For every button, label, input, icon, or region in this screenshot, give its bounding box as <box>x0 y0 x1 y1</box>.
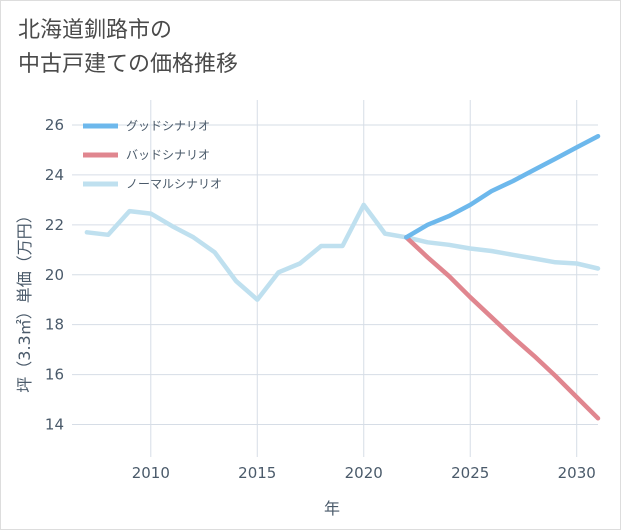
plot-area <box>72 100 598 457</box>
series-line-1 <box>404 235 601 421</box>
series-lines <box>84 133 601 421</box>
x-tick-label: 2020 <box>345 464 383 482</box>
series-line-0 <box>404 133 601 240</box>
x-axis-label: 年 <box>324 499 340 518</box>
chart-title: 北海道釧路市の 中古戸建ての価格推移 <box>18 14 238 82</box>
series-line-2 <box>84 202 601 302</box>
y-tick-label: 14 <box>45 416 64 434</box>
grid-lines <box>72 100 598 457</box>
y-axis-label: 坪（3.3㎡）単価（万円） <box>15 207 34 392</box>
chart-title-line-2: 中古戸建ての価格推移 <box>18 52 239 77</box>
y-tick-label: 18 <box>45 316 64 334</box>
y-tick-label: 16 <box>45 366 64 384</box>
x-tick-label: 2030 <box>558 464 596 482</box>
legend-label: グッドシナリオ <box>126 119 210 133</box>
axis-ticks: 2010 2015 2020 2025 2030 14 16 18 20 22 24 26 <box>45 116 596 482</box>
legend-label: バッドシナリオ <box>126 148 210 162</box>
x-tick-label: 2025 <box>451 464 489 482</box>
chart-title-line-1: 北海道釧路市の <box>18 18 173 43</box>
x-tick-label: 2015 <box>238 464 276 482</box>
y-tick-label: 26 <box>45 116 64 134</box>
y-tick-label: 24 <box>45 166 64 184</box>
y-tick-label: 20 <box>45 266 64 284</box>
x-tick-label: 2010 <box>132 464 170 482</box>
y-tick-label: 22 <box>45 216 64 234</box>
legend-label: ノーマルシナリオ <box>126 177 222 191</box>
